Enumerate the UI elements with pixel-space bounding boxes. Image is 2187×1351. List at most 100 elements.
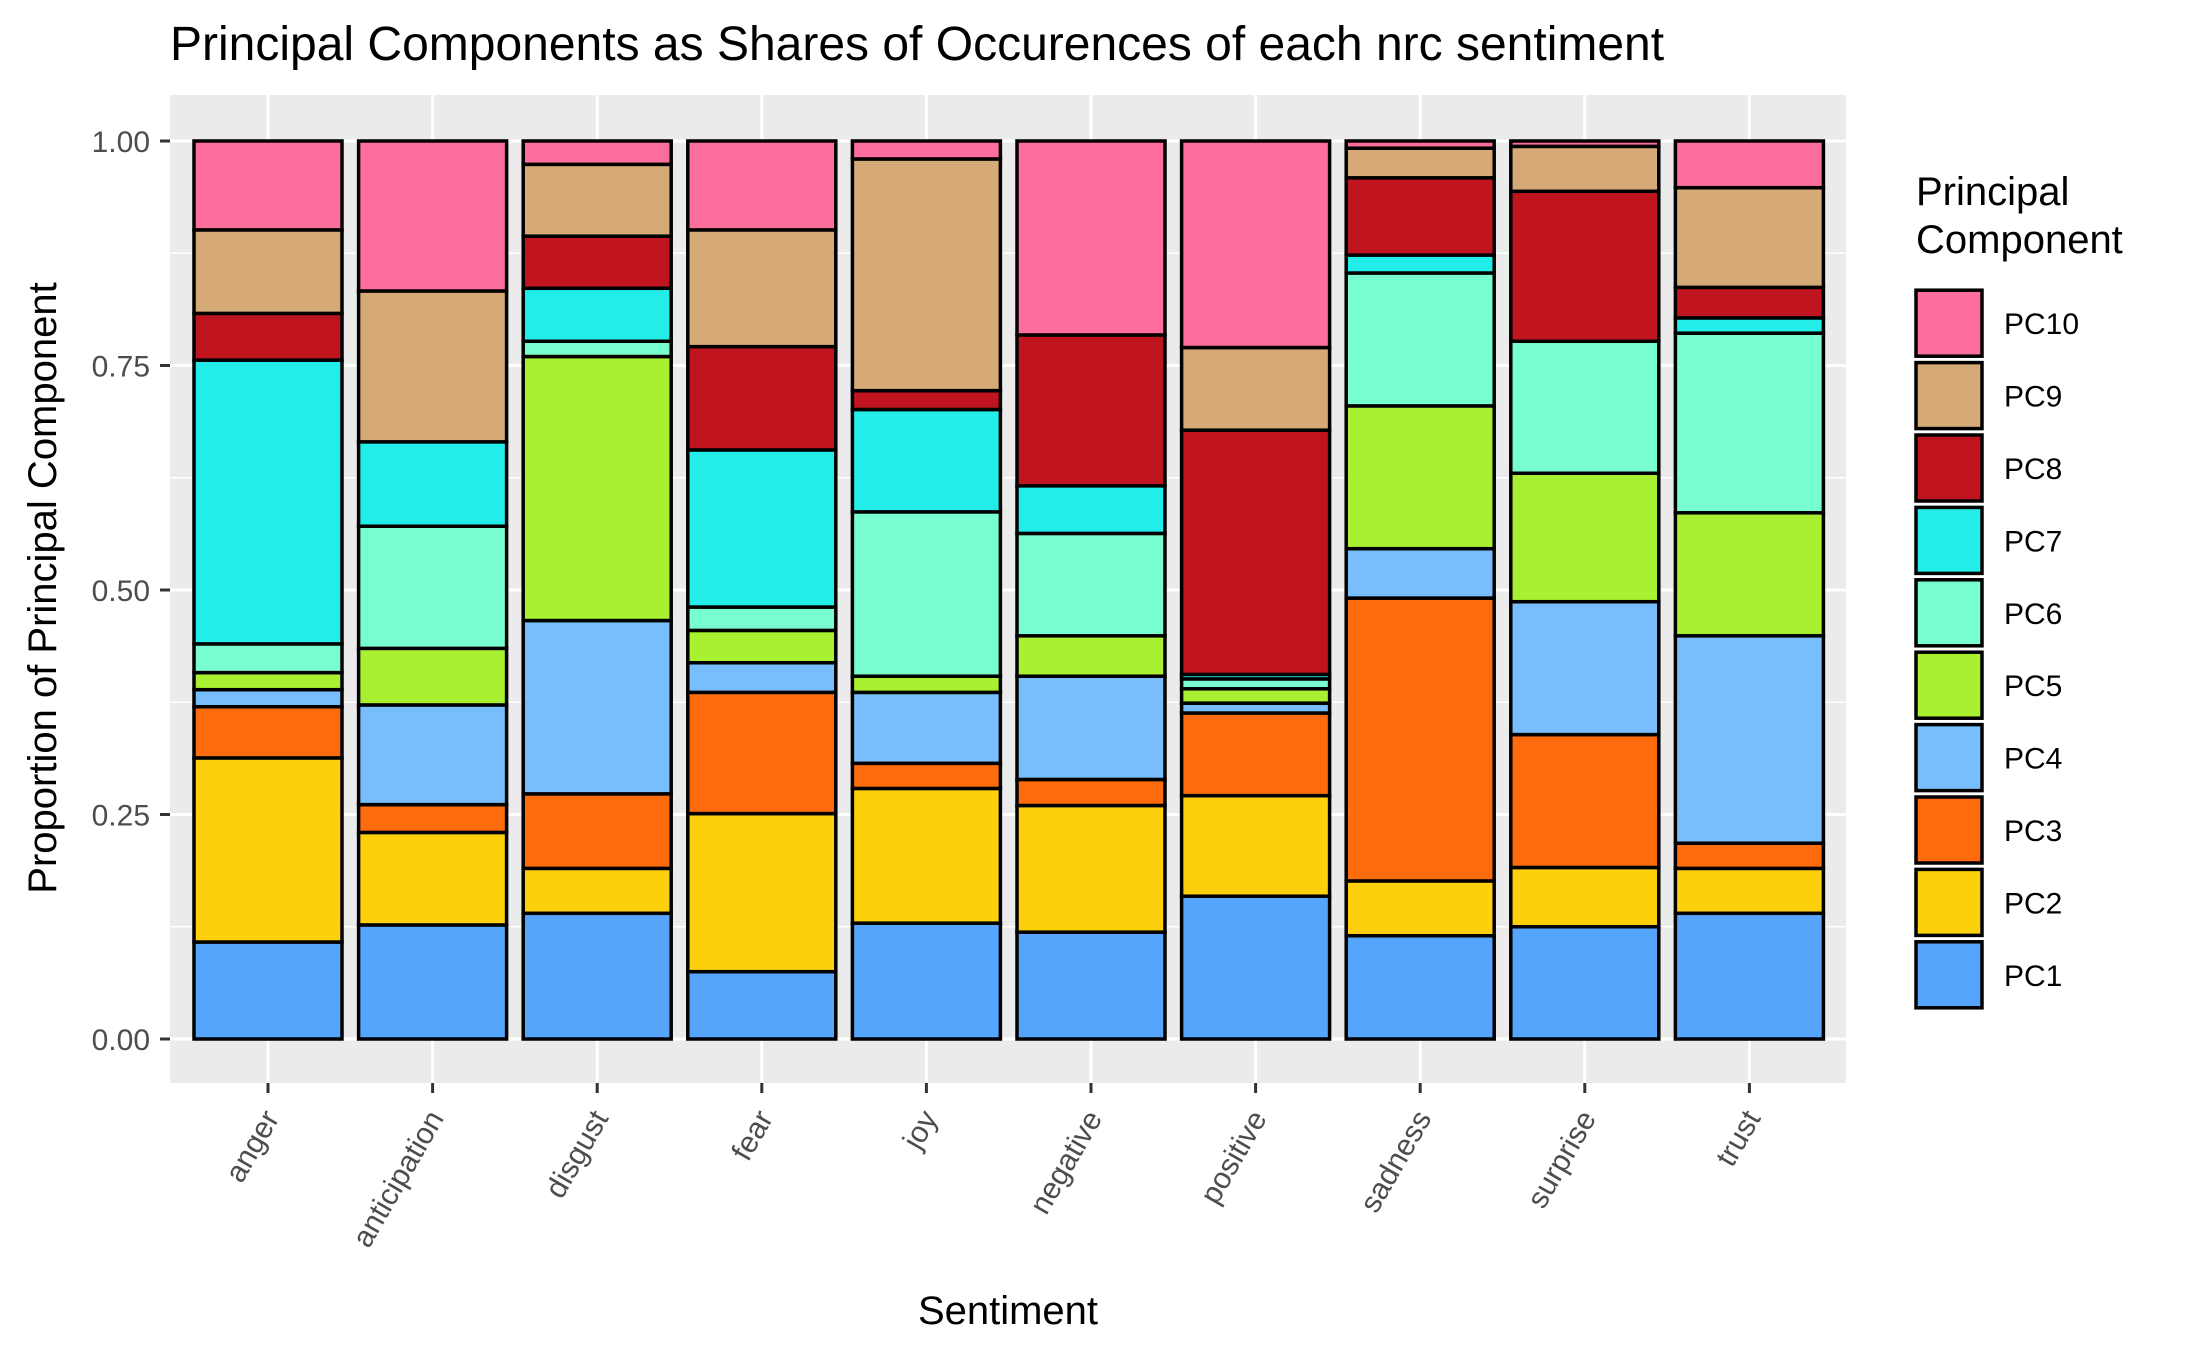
legend-item-pc6: PC6	[1914, 578, 2062, 648]
bar-stack-anticipation	[356, 139, 509, 1041]
y-tick-label: 0.50	[92, 575, 150, 608]
bar-segment-pc2	[521, 866, 673, 916]
bar-segment-pc2	[686, 811, 838, 974]
bar-segment-pc6	[1509, 339, 1661, 476]
bar-segment-pc3	[356, 802, 509, 835]
bar-segment-pc1	[521, 911, 673, 1041]
legend-key-pc10	[1914, 288, 1984, 358]
legend-item-pc10: PC10	[1914, 288, 2079, 358]
bar-segment-pc5	[1673, 511, 1826, 638]
bar-segment-pc2	[850, 786, 1003, 925]
bar-segment-pc1	[1673, 911, 1826, 1041]
legend-label-pc8: PC8	[2004, 453, 2062, 486]
bar-segment-pc7	[1673, 316, 1826, 335]
legend-label-pc9: PC9	[2004, 381, 2062, 414]
bar-stack-disgust	[521, 139, 673, 1041]
bar-segment-pc10	[1179, 139, 1332, 350]
legend-key-pc5	[1914, 650, 1984, 720]
x-tick-label-anger: anger	[219, 1105, 286, 1188]
legend: Principal Component PC10 PC9 PC8 PC7 PC6 PC5 P…	[1914, 170, 2123, 1010]
bar-stack-fear	[686, 139, 838, 1041]
bar-segment-pc8	[192, 311, 344, 362]
bar-segment-pc1	[1509, 925, 1661, 1041]
bar-segment-pc6	[686, 605, 838, 633]
bar-segment-pc3	[1673, 841, 1826, 871]
bar-segment-pc5	[686, 628, 838, 665]
bar-segment-pc10	[1673, 139, 1826, 190]
bar-segment-pc5	[356, 646, 509, 707]
bar-segment-pc5	[1015, 634, 1167, 678]
bar-segment-pc4	[192, 687, 344, 709]
legend-label-pc3: PC3	[2004, 815, 2062, 848]
x-axis-title: Sentiment	[918, 1289, 1098, 1333]
bar-segment-pc1	[192, 940, 344, 1041]
x-axis: anger anticipation disgust fear joy negative p…	[219, 1083, 1768, 1253]
bar-segment-pc10	[1015, 139, 1167, 337]
legend-item-pc8: PC8	[1914, 433, 2062, 503]
bar-segment-pc1	[1344, 933, 1496, 1041]
bar-segment-pc7	[521, 286, 673, 344]
legend-item-pc5: PC5	[1914, 650, 2062, 720]
bar-segment-pc3	[1179, 711, 1332, 798]
bar-segment-pc9	[1509, 144, 1661, 194]
bar-segment-pc4	[1015, 674, 1167, 782]
bar-segment-pc6	[1673, 331, 1826, 515]
x-tick-label-anticipation: anticipation	[346, 1105, 450, 1253]
x-tick-label-surprise: surprise	[1521, 1105, 1603, 1214]
bar-segment-pc3	[1509, 732, 1661, 870]
bar-segment-pc2	[1344, 879, 1496, 938]
bar-segment-pc8	[850, 388, 1003, 412]
bar-stack-sadness	[1344, 139, 1496, 1041]
x-tick-label-disgust: disgust	[539, 1104, 615, 1203]
bar-segment-pc8	[1015, 333, 1167, 488]
bar-segment-pc7	[1015, 484, 1167, 536]
bar-segment-pc3	[192, 704, 344, 760]
bar-segment-pc1	[850, 921, 1003, 1041]
legend-key-pc2	[1914, 867, 1984, 938]
bar-segment-pc7	[686, 448, 838, 609]
legend-title-line-2: Component	[1916, 218, 2123, 262]
bar-segment-pc2	[1673, 866, 1826, 916]
bar-segment-pc10	[192, 139, 344, 232]
bar-segment-pc10	[850, 139, 1003, 161]
legend-title-line-1: Principal	[1916, 170, 2069, 214]
bar-segment-pc4	[1509, 599, 1661, 737]
legend-item-pc9: PC9	[1914, 360, 2062, 431]
bar-segment-pc7	[850, 407, 1003, 514]
bar-segment-pc10	[356, 139, 509, 293]
bar-segment-pc3	[1015, 777, 1167, 808]
legend-label-pc10: PC10	[2004, 308, 2079, 341]
legend-item-pc4: PC4	[1914, 722, 2062, 793]
bar-segment-pc5	[1509, 471, 1661, 604]
y-tick-label: 0.25	[92, 800, 150, 833]
bar-segment-pc6	[1015, 531, 1167, 638]
legend-item-pc7: PC7	[1914, 505, 2062, 576]
bar-segment-pc9	[192, 228, 344, 316]
bar-stack-positive	[1179, 139, 1332, 1041]
y-axis-title: Proportion of Principal Component	[21, 282, 65, 893]
y-axis: 0.00 0.25 0.50 0.75 1.00	[92, 126, 170, 1057]
bar-segment-pc5	[1344, 404, 1496, 551]
x-tick-label-negative: negative	[1024, 1105, 1109, 1220]
legend-label-pc6: PC6	[2004, 598, 2062, 631]
bar-segment-pc3	[850, 761, 1003, 791]
bar-segment-pc4	[686, 660, 838, 695]
bar-segment-pc1	[1179, 894, 1332, 1041]
chart-title: Principal Components as Shares of Occure…	[170, 18, 1664, 71]
bar-segment-pc10	[1344, 139, 1496, 150]
x-tick-label-joy: joy	[896, 1105, 944, 1156]
bar-segment-pc6	[850, 510, 1003, 678]
legend-label-pc5: PC5	[2004, 670, 2062, 703]
bar-segment-pc2	[1015, 803, 1167, 934]
bar-segment-pc5	[1179, 687, 1332, 705]
bar-stack-negative	[1015, 139, 1167, 1041]
bar-stack-trust	[1673, 139, 1826, 1041]
bar-segment-pc4	[521, 618, 673, 796]
bar-segment-pc8	[1179, 428, 1332, 677]
bar-segment-pc1	[356, 923, 509, 1041]
bar-segment-pc2	[1179, 793, 1332, 898]
bar-segment-pc3	[686, 690, 838, 816]
bar-segment-pc6	[521, 339, 673, 359]
legend-items: PC10 PC9 PC8 PC7 PC6 PC5 PC4 PC3 PC2 PC1	[1914, 288, 2079, 1010]
